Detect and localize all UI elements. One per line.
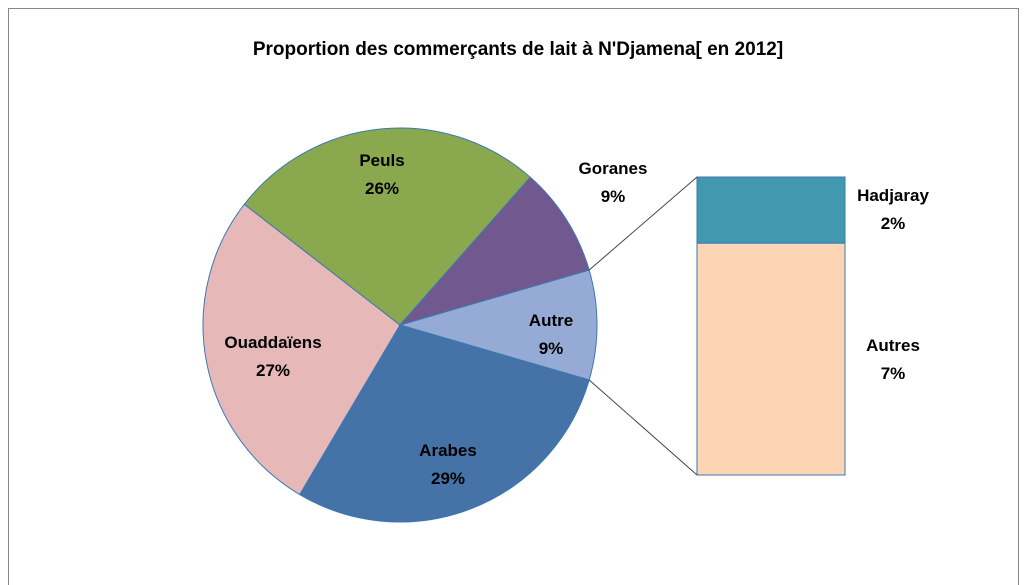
label-name: Ouaddaïens [224,333,321,352]
label-name: Arabes [419,441,477,460]
label-value: 2% [881,214,906,233]
pie-slice [398,269,598,381]
pie-slice [243,127,531,326]
data-label: Arabes 29% [419,441,477,488]
data-label: Hadjaray 2% [857,186,929,233]
bar-segment [696,176,846,244]
label-name: Autres [866,336,920,355]
data-label: Autres 7% [866,336,920,383]
connector-line [588,379,698,476]
label-name: Hadjaray [857,186,929,205]
bar-segment [696,242,846,476]
data-label: Autre 9% [529,311,573,358]
label-value: 29% [431,469,465,488]
label-value: 7% [881,364,906,383]
data-label: Goranes 9% [579,159,648,206]
pie-slice [398,176,590,326]
label-name: Peuls [359,151,404,170]
label-value: 26% [365,179,399,198]
label-name: Autre [529,311,573,330]
connector-line [588,176,698,271]
label-value: 27% [256,361,290,380]
label-name: Goranes [579,159,648,178]
pie-slice [299,324,590,523]
label-value: 9% [601,187,626,206]
pie-slice [202,203,401,496]
chart-title: Proportion des commerçants de lait à N'D… [253,39,783,60]
data-label: Peuls 26% [359,151,404,198]
data-label: Ouaddaïens 27% [224,333,321,380]
label-value: 9% [539,339,564,358]
